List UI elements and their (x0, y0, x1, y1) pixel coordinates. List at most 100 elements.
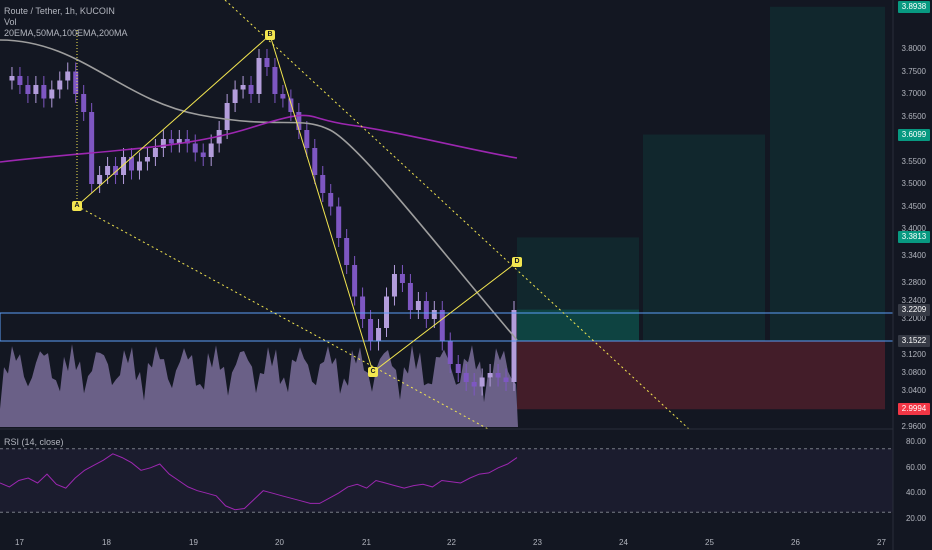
candle-body (81, 94, 87, 112)
ma-gray-line (0, 39, 518, 341)
candle-body (511, 310, 517, 382)
time-axis-label: 21 (362, 538, 371, 547)
candle-body (495, 373, 501, 378)
candle-body (352, 265, 358, 297)
volume-area (0, 344, 518, 427)
candle-body (391, 274, 397, 297)
price-tag: 2.9994 (898, 403, 930, 416)
time-axis-label: 22 (447, 538, 456, 547)
candle-body (160, 139, 166, 148)
stop-zone (517, 340, 885, 410)
progress-zone (517, 309, 639, 341)
candle-body (144, 157, 150, 162)
symbol-legend[interactable]: Route / Tether, 1h, KUCOIN (4, 6, 115, 16)
target-zone-2 (643, 134, 765, 341)
price-axis-label: 3.8000 (901, 44, 926, 53)
price-tag: 3.3813 (898, 231, 930, 244)
candle-body (256, 58, 262, 94)
lower-trendline (76, 205, 491, 431)
candle-body (65, 71, 71, 81)
pattern-point-d[interactable]: D (512, 257, 522, 267)
candle-body (376, 328, 382, 342)
candle-body (328, 193, 334, 207)
price-tag: 3.6099 (898, 128, 930, 141)
candle-body (73, 71, 79, 94)
price-tag: 3.8938 (898, 0, 930, 13)
candle-body (439, 310, 445, 342)
candle-body (280, 94, 286, 99)
time-axis-label: 23 (533, 538, 542, 547)
volume-legend[interactable]: Vol (4, 17, 17, 27)
candle-body (208, 143, 214, 157)
candle-body (224, 103, 230, 130)
price-axis-label: 3.5500 (901, 156, 926, 166)
candle-body (336, 206, 342, 238)
candle-body (304, 130, 310, 148)
price-axis-label: 3.7000 (901, 89, 926, 98)
candle-body (129, 157, 134, 171)
pattern-leg-bc (269, 34, 374, 373)
candle-body (184, 139, 190, 144)
time-axis-label: 26 (791, 538, 800, 547)
time-axis-label: 18 (102, 538, 111, 547)
time-axis-label: 20 (275, 538, 284, 547)
pattern-leg-ab (76, 34, 271, 207)
indicators-legend[interactable]: 20EMA,50MA,100EMA,200MA (4, 28, 128, 38)
candle-body (33, 85, 39, 94)
ma-purple-line (0, 114, 518, 163)
price-axis-label: 3.0400 (901, 386, 926, 395)
rsi-axis-label: 40.00 (905, 488, 926, 498)
price-axis-label: 3.4500 (901, 201, 926, 211)
candle-body (49, 89, 55, 99)
candle-body (296, 112, 302, 130)
candle-body (41, 85, 47, 99)
candle-body (168, 139, 174, 144)
pattern-leg-cd (372, 261, 518, 373)
price-axis-label: 3.4000 (901, 224, 926, 233)
time-axis-label: 19 (189, 538, 198, 547)
pattern-point-a[interactable]: A (72, 201, 82, 211)
candle-body (176, 139, 182, 144)
candle-body (447, 341, 453, 364)
candle-body (344, 238, 350, 265)
candle-body (399, 274, 405, 283)
candle-body (384, 296, 389, 328)
candle-body (312, 148, 318, 175)
candle-body (431, 310, 437, 319)
target-zone-3 (770, 6, 885, 341)
candle-body (57, 80, 63, 90)
price-axis-bg (893, 0, 932, 550)
price-axis-label: 3.5000 (901, 179, 926, 188)
price-axis-label: 3.3400 (901, 251, 926, 260)
price-axis-label: 3.2800 (901, 278, 926, 287)
candle-body (415, 301, 421, 310)
pattern-point-c[interactable]: C (368, 367, 378, 377)
price-tag: 3.2209 (898, 303, 930, 316)
candle-body (368, 319, 374, 342)
candle-body (463, 373, 469, 382)
candle-body (89, 112, 95, 184)
candle-body (423, 301, 429, 319)
candle-body (471, 382, 477, 387)
candle-body (240, 85, 246, 90)
candle-body (360, 296, 366, 319)
rsi-legend[interactable]: RSI (14, close) (4, 437, 64, 447)
price-axis-label: 3.0800 (901, 368, 926, 377)
candle-body (288, 98, 294, 112)
price-tag: 3.1522 (898, 334, 930, 347)
candle-body (97, 175, 103, 184)
pattern-point-b[interactable]: B (265, 30, 275, 40)
candle-body (455, 364, 461, 373)
time-axis-label: 27 (877, 538, 886, 547)
rsi-axis-label: 20.00 (905, 513, 926, 523)
price-axis-label: 3.2400 (901, 296, 926, 305)
candle-body (121, 157, 127, 175)
candle-body (192, 143, 198, 153)
candle-body (479, 377, 485, 387)
candle-body (113, 166, 119, 175)
time-axis-label: 25 (705, 538, 714, 547)
candle-body (264, 58, 270, 67)
candle-body (200, 152, 206, 157)
candle-body (272, 67, 278, 94)
